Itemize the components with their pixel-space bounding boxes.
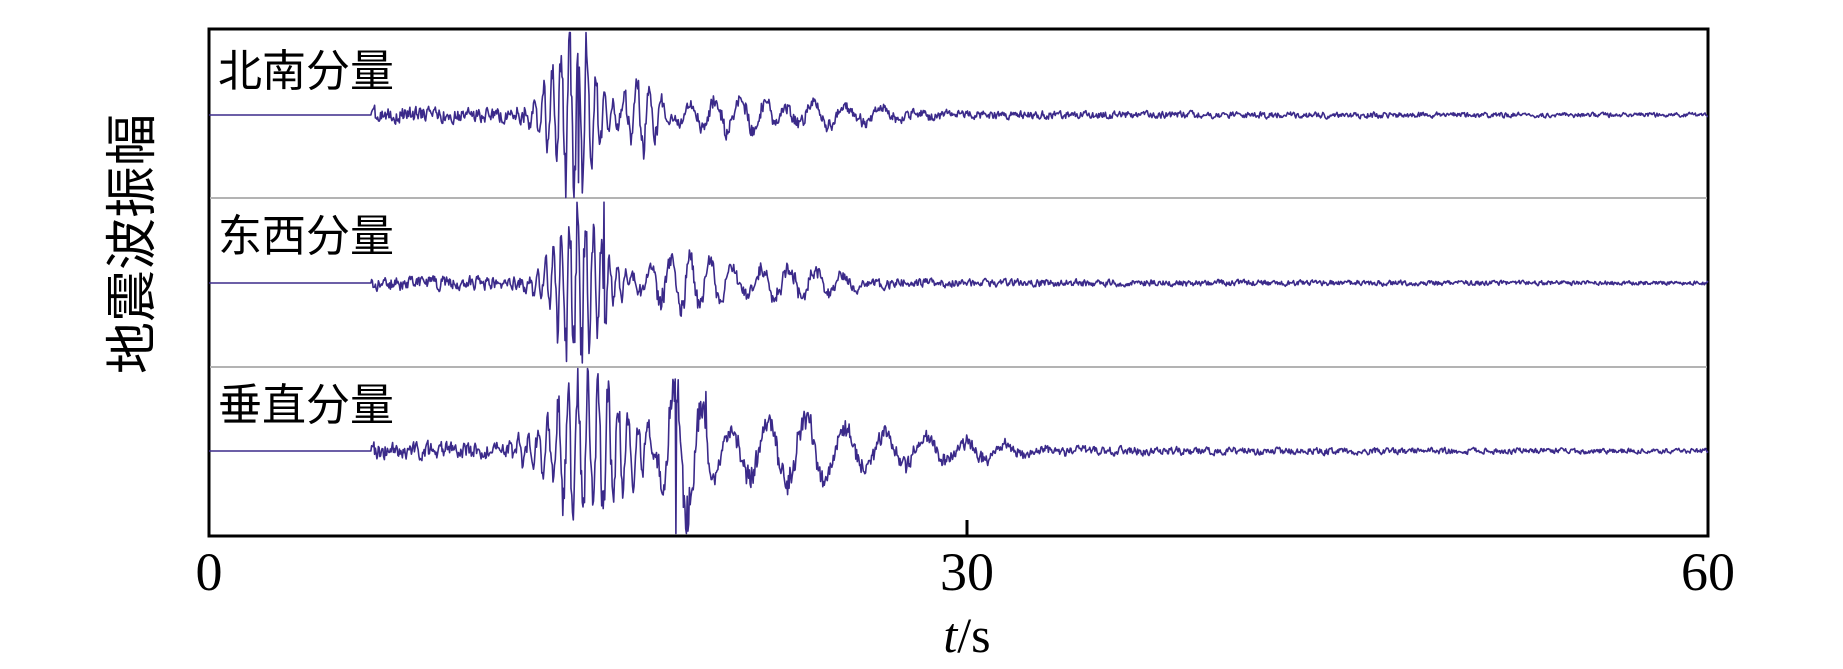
- trace-line-3: [208, 367, 1709, 535]
- x-axis-label: t/s: [943, 607, 990, 663]
- panel-label-east-west: 东西分量: [218, 211, 394, 262]
- trace-line-1: [208, 31, 1709, 199]
- x-axis-label-variable: t: [943, 607, 958, 663]
- trace-group: [208, 31, 1709, 535]
- x-tick-label-0: 0: [196, 542, 223, 602]
- x-axis-label-unit: /s: [957, 607, 990, 663]
- x-tick-label-60: 60: [1681, 542, 1735, 602]
- panel-label-vertical: 垂直分量: [218, 380, 394, 431]
- x-tick-label-30: 30: [940, 542, 994, 602]
- trace-line-2: [208, 201, 1709, 364]
- panel-label-north-south: 北南分量: [218, 46, 394, 97]
- y-axis-label: 地震波振幅: [103, 114, 163, 374]
